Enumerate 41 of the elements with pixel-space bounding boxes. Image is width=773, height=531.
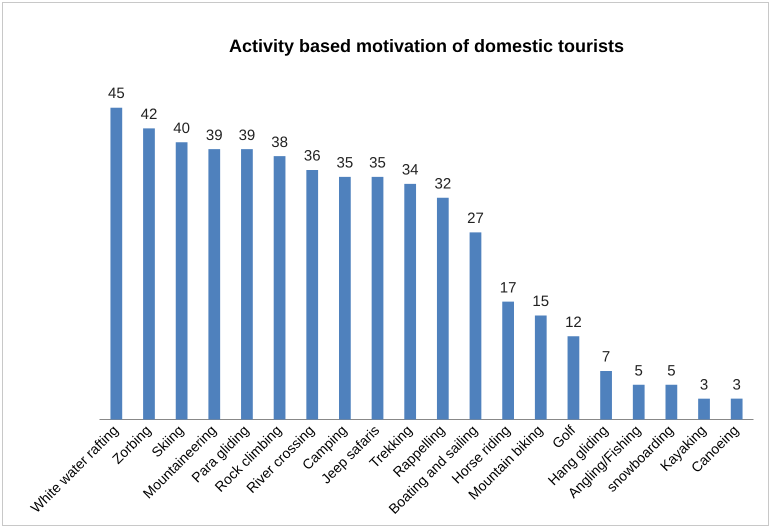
data-label: 17 bbox=[500, 279, 516, 296]
bar bbox=[143, 128, 155, 420]
data-label: 32 bbox=[434, 175, 452, 192]
bar bbox=[306, 170, 318, 420]
data-label: 45 bbox=[108, 85, 125, 102]
data-label: 5 bbox=[634, 362, 643, 380]
data-label: 35 bbox=[369, 154, 386, 172]
bar bbox=[470, 232, 482, 420]
bar bbox=[176, 142, 188, 420]
bar bbox=[339, 176, 351, 420]
bar bbox=[666, 384, 678, 420]
chart-title: Activity based motivation of domestic tourists bbox=[228, 36, 624, 56]
bar bbox=[632, 384, 645, 420]
data-label: 39 bbox=[238, 126, 256, 144]
data-label: 12 bbox=[565, 314, 582, 331]
data-label: 36 bbox=[304, 148, 321, 165]
data-label: 3 bbox=[732, 376, 741, 394]
data-label: 38 bbox=[271, 134, 288, 151]
data-label: 35 bbox=[336, 154, 354, 172]
data-label: 5 bbox=[667, 362, 676, 380]
data-label: 7 bbox=[602, 348, 610, 366]
bar bbox=[274, 156, 286, 420]
data-label: 40 bbox=[173, 120, 190, 137]
bar bbox=[600, 370, 612, 420]
data-label: 15 bbox=[532, 293, 550, 310]
bar bbox=[110, 108, 122, 420]
data-label: 34 bbox=[402, 161, 419, 178]
bar bbox=[698, 398, 710, 420]
data-label: 39 bbox=[206, 126, 223, 144]
bar bbox=[241, 149, 253, 420]
bar bbox=[730, 398, 743, 420]
bar bbox=[502, 302, 514, 420]
bar bbox=[208, 149, 220, 420]
data-label: 3 bbox=[700, 376, 708, 394]
data-label: 42 bbox=[140, 106, 158, 124]
data-label: 27 bbox=[467, 210, 484, 227]
bar bbox=[436, 198, 449, 420]
bar bbox=[568, 336, 580, 420]
bar bbox=[404, 184, 416, 420]
bar bbox=[534, 316, 547, 420]
bar bbox=[372, 176, 384, 420]
